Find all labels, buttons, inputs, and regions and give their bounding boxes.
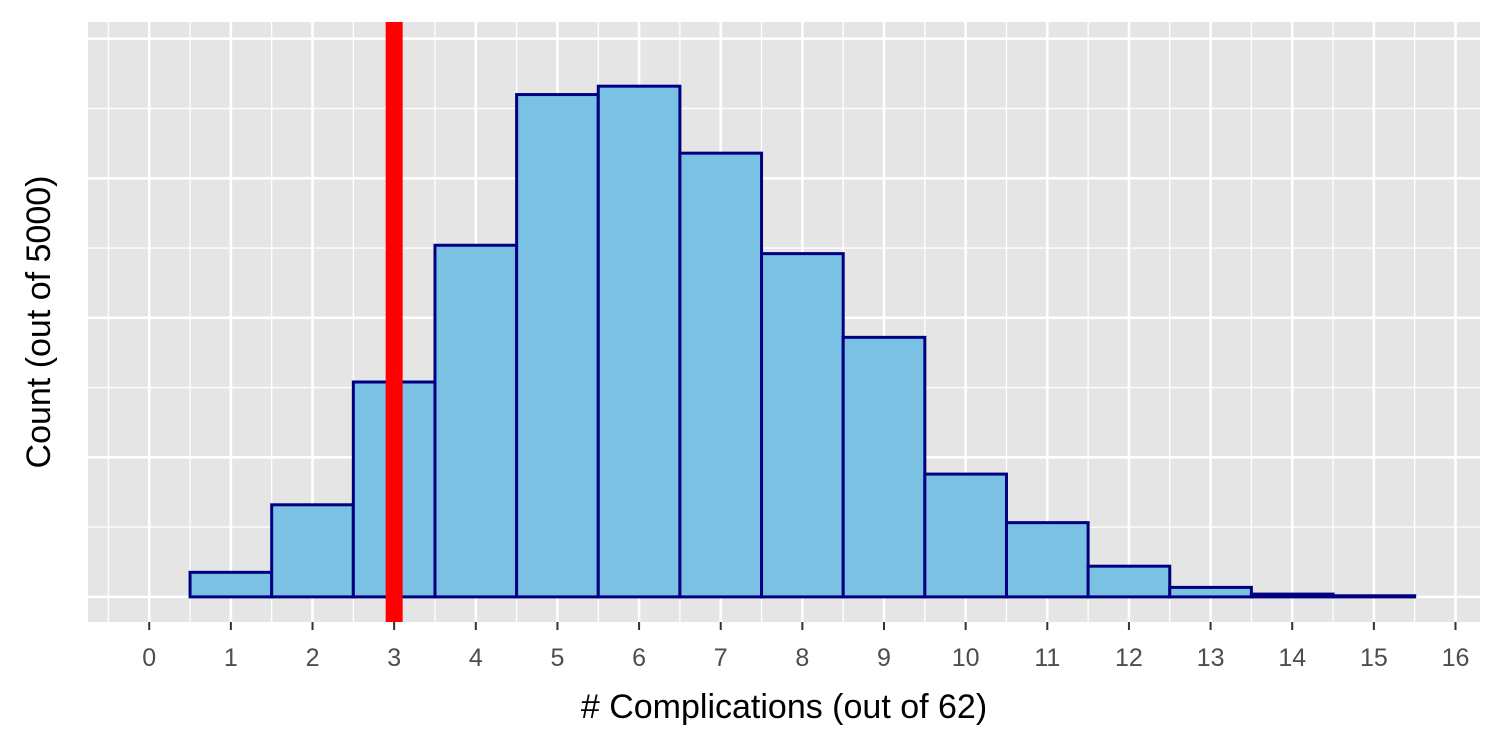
x-tick-label: 9 <box>877 644 891 672</box>
x-tick-label: 16 <box>1442 644 1470 672</box>
histogram-bar-8 <box>760 252 845 599</box>
x-tick-label: 13 <box>1197 644 1225 672</box>
x-tick-label: 4 <box>469 644 483 672</box>
x-tick-label: 12 <box>1115 644 1143 672</box>
x-tick-label: 15 <box>1360 644 1388 672</box>
histogram-bar-5 <box>515 93 600 599</box>
histogram-bar-15 <box>1331 594 1417 599</box>
histogram-bar-12 <box>1086 564 1172 599</box>
histogram-bar-2 <box>270 503 355 599</box>
histogram-bar-1 <box>188 570 274 599</box>
x-tick-label: 10 <box>952 644 980 672</box>
x-tick-label: 8 <box>795 644 809 672</box>
x-tick-label: 11 <box>1034 644 1060 672</box>
histogram-bar-13 <box>1168 585 1253 599</box>
histogram-bar-6 <box>596 84 682 599</box>
histogram-bar-7 <box>678 151 764 599</box>
x-axis-title: # Complications (out of 62) <box>581 688 987 726</box>
y-axis-title: Count (out of 5000) <box>20 176 58 469</box>
x-tick-label: 6 <box>632 644 646 672</box>
x-tick-label: 2 <box>306 644 320 672</box>
histogram-bar-4 <box>433 243 519 599</box>
histogram-bar-9 <box>841 335 927 599</box>
x-tick-label: 1 <box>224 644 238 672</box>
x-tick-label: 3 <box>387 644 401 672</box>
x-tick-label: 14 <box>1278 644 1306 672</box>
histogram-bar-11 <box>1004 521 1090 599</box>
x-tick-label: 0 <box>142 644 156 672</box>
x-tick-label: 5 <box>550 644 564 672</box>
histogram-bar-14 <box>1249 592 1335 599</box>
histogram-bar-10 <box>923 472 1008 599</box>
x-tick-label: 7 <box>714 644 728 672</box>
